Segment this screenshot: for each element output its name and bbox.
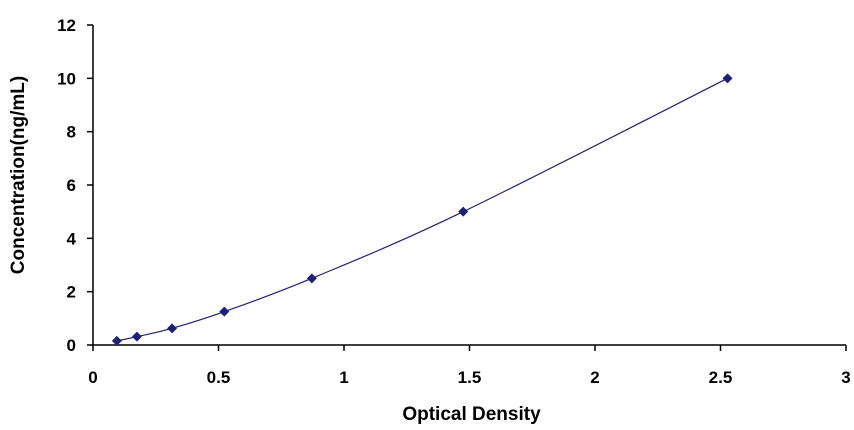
plot-area [111,73,733,346]
data-point [306,273,317,284]
data-point [131,331,142,342]
axes [92,25,846,346]
x-tick-label: 1 [339,368,348,387]
x-tick-label: 0.5 [207,368,231,387]
data-point [219,306,230,317]
y-tick-label: 12 [57,16,76,35]
x-tick-label: 3 [841,368,850,387]
x-tick-label: 2 [590,368,599,387]
x-axis-ticks: 0 0.5 1 1.5 2 2.5 3 [88,345,851,387]
x-tick-label: 1.5 [458,368,482,387]
fit-curve [116,77,728,342]
data-point [722,73,733,84]
y-tick-label: 10 [57,69,76,88]
x-tick-label: 0 [88,368,97,387]
data-point [111,335,122,346]
y-tick-label: 4 [67,229,77,248]
y-tick-label: 8 [67,123,76,142]
y-axis-ticks: 0 2 4 6 8 10 12 [57,16,93,355]
y-axis-title: Concentration(ng/mL) [8,76,29,274]
x-tick-label: 2.5 [709,368,733,387]
y-tick-label: 6 [67,176,76,195]
x-axis-title: Optical Density [402,404,541,425]
y-tick-label: 0 [67,336,76,355]
y-tick-label: 2 [67,283,76,302]
data-point [458,206,469,217]
data-point [167,323,178,334]
